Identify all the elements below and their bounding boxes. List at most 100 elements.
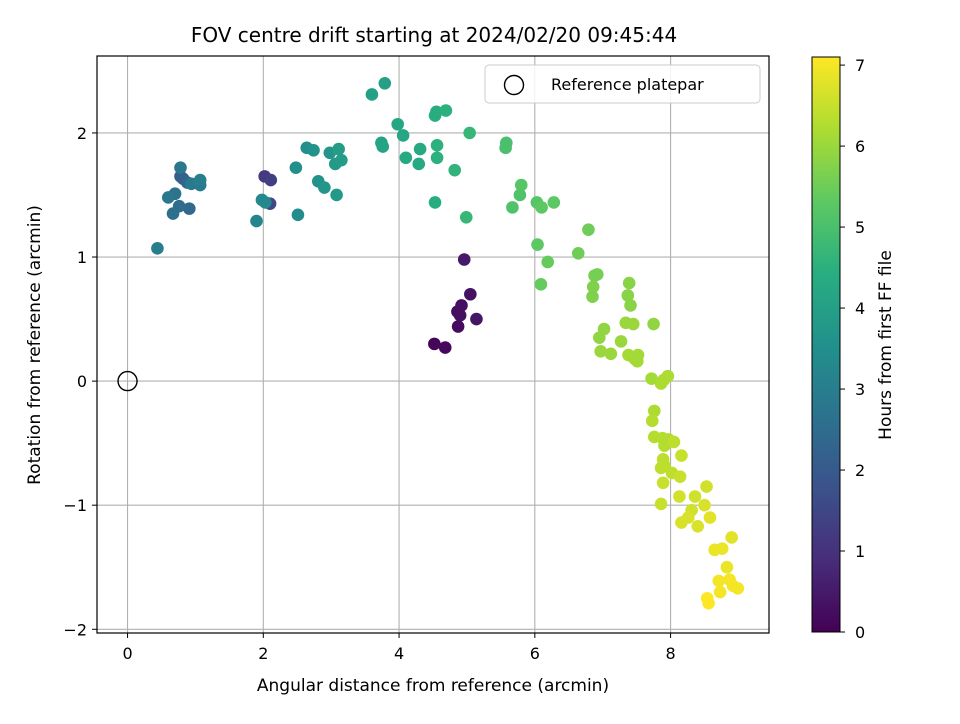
data-point	[541, 255, 555, 269]
data-point	[604, 347, 618, 361]
data-point	[647, 404, 661, 418]
data-point	[289, 161, 303, 174]
data-point	[586, 290, 599, 304]
data-point	[264, 173, 278, 187]
data-point	[614, 335, 628, 348]
legend-label: Reference platepar	[551, 75, 704, 94]
data-point	[174, 161, 187, 174]
data-point	[430, 151, 444, 165]
colorbar-tick-label: 3	[855, 380, 865, 399]
data-point	[412, 157, 426, 171]
data-point	[378, 76, 392, 90]
data-point	[438, 341, 452, 354]
data-point	[193, 173, 207, 187]
data-point	[621, 289, 635, 302]
data-point	[673, 490, 686, 503]
data-point	[506, 201, 519, 214]
x-tick-label: 2	[258, 644, 268, 663]
data-point	[547, 196, 561, 209]
data-point	[391, 117, 405, 131]
data-point	[161, 191, 175, 204]
data-point	[453, 309, 467, 322]
data-point	[428, 196, 442, 209]
x-tick-label: 8	[665, 644, 675, 663]
data-point	[720, 560, 734, 574]
legend-box	[484, 64, 761, 104]
y-tick-label: 2	[77, 124, 87, 143]
data-point	[656, 476, 670, 490]
data-point	[645, 372, 658, 385]
reference-platepar-marker	[117, 370, 138, 392]
colorbar-gradient	[811, 56, 841, 633]
y-axis-label: Rotation from reference (arcmin)	[25, 205, 45, 485]
x-tick-label: 4	[394, 644, 404, 663]
colorbar-tick-label: 2	[855, 461, 865, 480]
y-tick-label: −2	[63, 620, 87, 639]
data-point	[259, 196, 272, 209]
data-point	[571, 246, 585, 260]
colorbar-tick-label: 6	[855, 137, 865, 156]
data-point	[455, 299, 468, 312]
colorbar-tick-label: 4	[855, 299, 865, 318]
colorbar-tick-label: 1	[855, 542, 865, 561]
plot-frame	[96, 55, 770, 634]
legend-reference-marker	[503, 74, 525, 96]
data-point	[582, 223, 595, 237]
data-point	[413, 142, 427, 156]
grid	[97, 56, 769, 633]
data-point	[593, 331, 606, 344]
data-point	[250, 214, 263, 228]
y-axis-ticks: −2 −1 0 1 2	[63, 124, 97, 639]
data-point	[291, 208, 305, 222]
data-point	[675, 449, 688, 462]
data-point	[647, 317, 660, 331]
data-point	[675, 516, 688, 529]
data-point	[731, 582, 745, 595]
data-point	[631, 354, 644, 368]
data-point	[534, 278, 548, 291]
data-point	[330, 188, 343, 202]
data-point	[645, 414, 659, 428]
data-point	[531, 238, 544, 251]
data-point	[535, 201, 548, 214]
data-point	[622, 276, 636, 290]
data-point	[318, 181, 331, 194]
data-point	[307, 144, 320, 157]
data-point	[428, 337, 441, 351]
x-axis-label: Angular distance from reference (arcmin)	[257, 676, 609, 696]
data-point	[590, 268, 604, 281]
y-tick-label: 0	[77, 372, 87, 391]
data-point	[700, 480, 713, 493]
data-point	[183, 202, 196, 215]
data-point	[594, 345, 607, 358]
data-point	[712, 574, 726, 588]
data-point	[513, 188, 527, 202]
data-point	[335, 153, 348, 167]
data-point	[514, 178, 528, 192]
data-point	[702, 596, 715, 610]
data-point	[448, 163, 462, 177]
data-point	[464, 287, 477, 301]
data-point	[667, 435, 681, 449]
data-point	[463, 126, 476, 140]
data-point	[624, 299, 637, 312]
chart-title: FOV centre drift starting at 2024/02/20 …	[191, 23, 677, 47]
x-axis-ticks: 0 2 4 6 8	[122, 633, 676, 663]
data-points	[151, 76, 745, 610]
data-point	[166, 207, 180, 220]
colorbar-tick-label: 7	[855, 56, 865, 75]
data-point	[626, 317, 640, 331]
data-point	[399, 151, 413, 165]
data-point	[703, 511, 717, 524]
data-point	[713, 585, 727, 599]
colorbar-ticks: 0 1 2 3 4 5 6 7	[840, 56, 865, 642]
colorbar-label: Hours from first FF file	[876, 250, 896, 440]
data-point	[439, 104, 453, 117]
x-tick-label: 6	[530, 644, 540, 663]
colorbar: 0 1 2 3 4 5 6 7 Hours from first FF file	[811, 56, 896, 642]
data-point	[459, 211, 473, 224]
data-point	[457, 253, 471, 266]
data-point	[470, 312, 483, 326]
data-point	[654, 497, 668, 511]
